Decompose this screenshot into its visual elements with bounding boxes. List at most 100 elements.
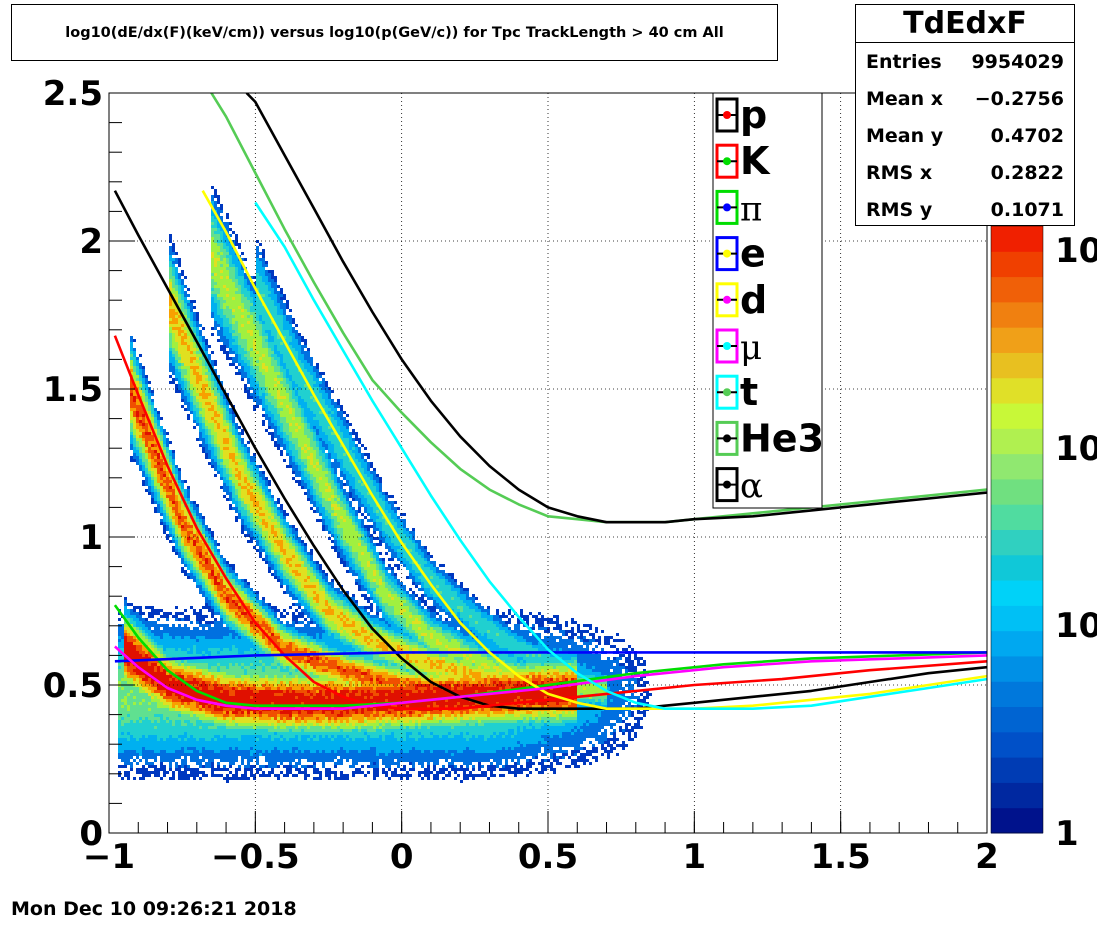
heatmap-cell [145,762,148,765]
heatmap-cell [220,678,223,681]
heatmap-cell [169,759,172,762]
heatmap-cell [151,705,154,708]
heatmap-cell [169,696,172,699]
heatmap-cell [214,405,217,408]
heatmap-cell [238,246,241,249]
heatmap-cell [121,765,124,768]
heatmap-cell [223,255,226,258]
heatmap-cell [214,684,217,687]
heatmap-cell [220,339,223,342]
heatmap-cell [178,723,181,726]
heatmap-cell [208,390,211,393]
heatmap-cell [151,390,154,393]
heatmap-cell [238,666,241,669]
heatmap-cell [229,426,232,429]
heatmap-cell [205,636,208,639]
heatmap-cell [118,774,121,777]
heatmap-cell [211,669,214,672]
heatmap-cell [181,366,184,369]
heatmap-cell [196,318,199,321]
heatmap-cell [226,585,229,588]
heatmap-cell [235,753,238,756]
heatmap-cell [193,693,196,696]
heatmap-cell [232,255,235,258]
heatmap-cell [172,465,175,468]
heatmap-cell [226,354,229,357]
heatmap-cell [175,501,178,504]
heatmap-cell [199,630,202,633]
heatmap-cell [139,627,142,630]
heatmap-cell [187,414,190,417]
heatmap-cell [223,609,226,612]
heatmap-cell [250,306,253,309]
heatmap-cell [121,663,124,666]
heatmap-cell [232,342,235,345]
heatmap-cell [184,639,187,642]
heatmap-cell [169,714,172,717]
heatmap-cell [247,714,250,717]
heatmap-cell [133,729,136,732]
heatmap-cell [151,615,154,618]
heatmap-cell [232,687,235,690]
heatmap-cell [196,582,199,585]
heatmap-cell [226,435,229,438]
heatmap-cell [241,699,244,702]
heatmap-cell [148,387,151,390]
heatmap-cell [181,390,184,393]
heatmap-cell [175,684,178,687]
heatmap-cell [232,501,235,504]
heatmap-cell [157,468,160,471]
heatmap-cell [187,573,190,576]
heatmap-cell [247,513,250,516]
heatmap-cell [211,627,214,630]
heatmap-cell [208,744,211,747]
heatmap-cell [238,465,241,468]
heatmap-cell [205,597,208,600]
heatmap-cell [247,765,250,768]
heatmap-cell [247,363,250,366]
heatmap-cell [190,357,193,360]
heatmap-cell [145,774,148,777]
heatmap-cell [235,255,238,258]
heatmap-cell [238,276,241,279]
heatmap-cell [136,399,139,402]
heatmap-cell [229,690,232,693]
heatmap-cell [238,492,241,495]
heatmap-cell [244,723,247,726]
heatmap-cell [184,684,187,687]
heatmap-cell [217,450,220,453]
heatmap-cell [154,477,157,480]
heatmap-cell [121,669,124,672]
heatmap-cell [172,468,175,471]
heatmap-cell [163,723,166,726]
heatmap-cell [190,312,193,315]
heatmap-cell [175,378,178,381]
heatmap-cell [229,246,232,249]
heatmap-cell [118,702,121,705]
heatmap-cell [211,768,214,771]
heatmap-cell [139,444,142,447]
heatmap-cell [235,285,238,288]
heatmap-cell [232,357,235,360]
heatmap-cell [151,408,154,411]
heatmap-cell [238,462,241,465]
heatmap-cell [133,732,136,735]
heatmap-cell [202,672,205,675]
heatmap-cell [241,513,244,516]
heatmap-cell [187,330,190,333]
heatmap-cell [223,249,226,252]
heatmap-cell [205,624,208,627]
heatmap-cell [232,456,235,459]
heatmap-cell [145,714,148,717]
heatmap-cell [247,360,250,363]
heatmap-cell [202,378,205,381]
heatmap-cell [172,699,175,702]
heatmap-cell [220,279,223,282]
heatmap-cell [241,300,244,303]
heatmap-cell [235,642,238,645]
heatmap-cell [229,723,232,726]
heatmap-cell [250,309,253,312]
heatmap-cell [220,636,223,639]
heatmap-cell [190,555,193,558]
heatmap-cell [178,363,181,366]
